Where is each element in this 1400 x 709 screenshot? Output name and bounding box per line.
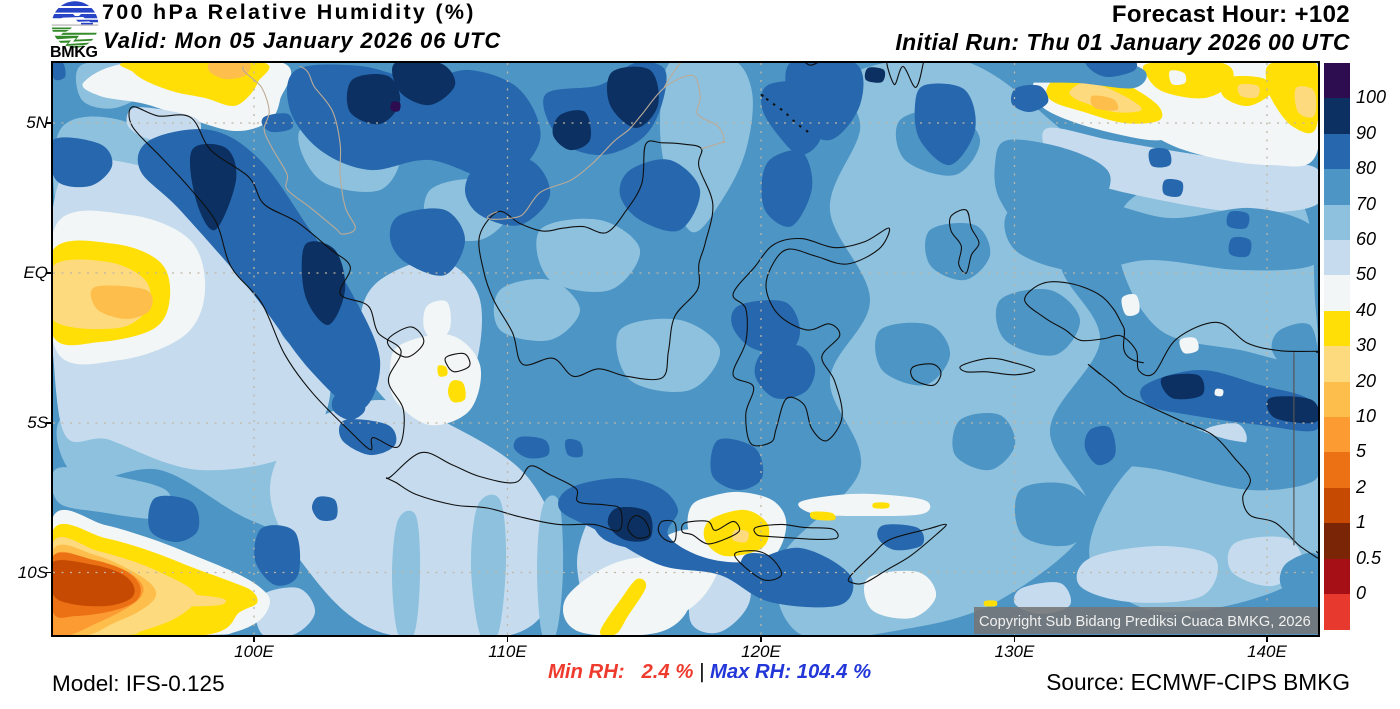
svg-text:Copyright Sub Bidang Prediksi: Copyright Sub Bidang Prediksi Cuaca BMKG… (979, 614, 1311, 630)
